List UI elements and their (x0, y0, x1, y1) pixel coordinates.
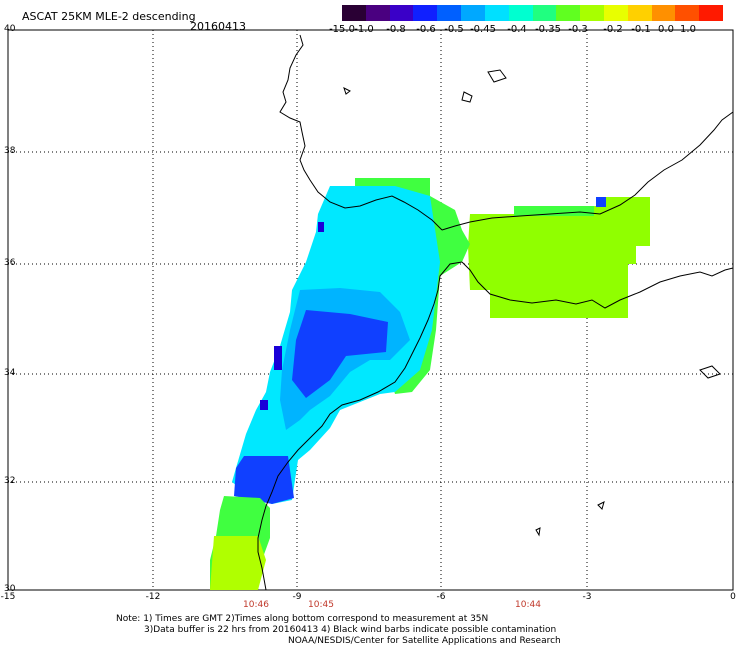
map-frame (7, 29, 734, 591)
map-title: ASCAT 25KM MLE-2 descending (22, 10, 196, 23)
portugal-coast (279, 34, 443, 231)
lat-label: 40 (4, 24, 16, 34)
pass-time: 10:44 (515, 600, 541, 610)
colorbar-swatch (532, 5, 557, 21)
colorbar-swatch (389, 5, 414, 21)
colorbar (342, 5, 723, 21)
pass-time: 10:45 (308, 600, 334, 610)
coastlines (257, 34, 734, 591)
colorbar-swatch (675, 5, 700, 21)
island-2 (487, 69, 507, 83)
lon-label: -3 (582, 592, 592, 602)
spain-coast (441, 111, 734, 231)
lon-label: -15 (0, 592, 16, 602)
colorbar-swatch (556, 5, 581, 21)
note-line-1: Note: 1) Times are GMT 2)Times along bot… (116, 614, 489, 624)
morocco-north-coast (461, 261, 734, 309)
colorbar-swatch (342, 5, 366, 21)
lon-label: -12 (145, 592, 161, 602)
island-4 (699, 365, 721, 379)
swath-deep-pixel-west (274, 346, 282, 370)
colorbar-swatch (651, 5, 676, 21)
colorbar-swatch (699, 5, 723, 21)
colorbar-swatch (437, 5, 462, 21)
swath-east-edge (596, 197, 606, 207)
lat-label: 36 (4, 258, 16, 268)
pass-time: 10:46 (243, 600, 269, 610)
colorbar-swatch (413, 5, 438, 21)
africa-coast (257, 261, 463, 591)
lat-label: 30 (4, 584, 16, 594)
colorbar-swatch (461, 5, 485, 21)
colorbar-swatch (365, 5, 390, 21)
colorbar-swatch (580, 5, 604, 21)
data-swath (210, 178, 650, 590)
swath-east (468, 197, 650, 318)
lat-label: 34 (4, 368, 16, 378)
lon-label: -9 (292, 592, 302, 602)
lat-label: 38 (4, 146, 16, 156)
lon-label: 0 (730, 592, 736, 602)
colorbar-swatch (627, 5, 652, 21)
swath-deep-pixel (260, 400, 268, 410)
colorbar-swatch (603, 5, 628, 21)
swath-south-lime (210, 536, 266, 590)
note-line-3: NOAA/NESDIS/Center for Satellite Applica… (288, 636, 561, 646)
swath-east-north-band (514, 206, 594, 216)
island-5 (597, 501, 605, 510)
island-6 (535, 527, 541, 537)
swath-west-deep-core (292, 310, 388, 398)
colorbar-swatch (484, 5, 509, 21)
swath-south-blue (234, 456, 294, 504)
lat-label: 32 (4, 476, 16, 486)
island-3 (343, 87, 351, 95)
colorbar-swatch (508, 5, 533, 21)
note-line-2: 3)Data buffer is 22 hrs from 20160413 4)… (144, 625, 557, 635)
swath-deep-pixel-north (318, 222, 324, 232)
lon-label: -6 (436, 592, 446, 602)
island-1 (461, 91, 473, 103)
